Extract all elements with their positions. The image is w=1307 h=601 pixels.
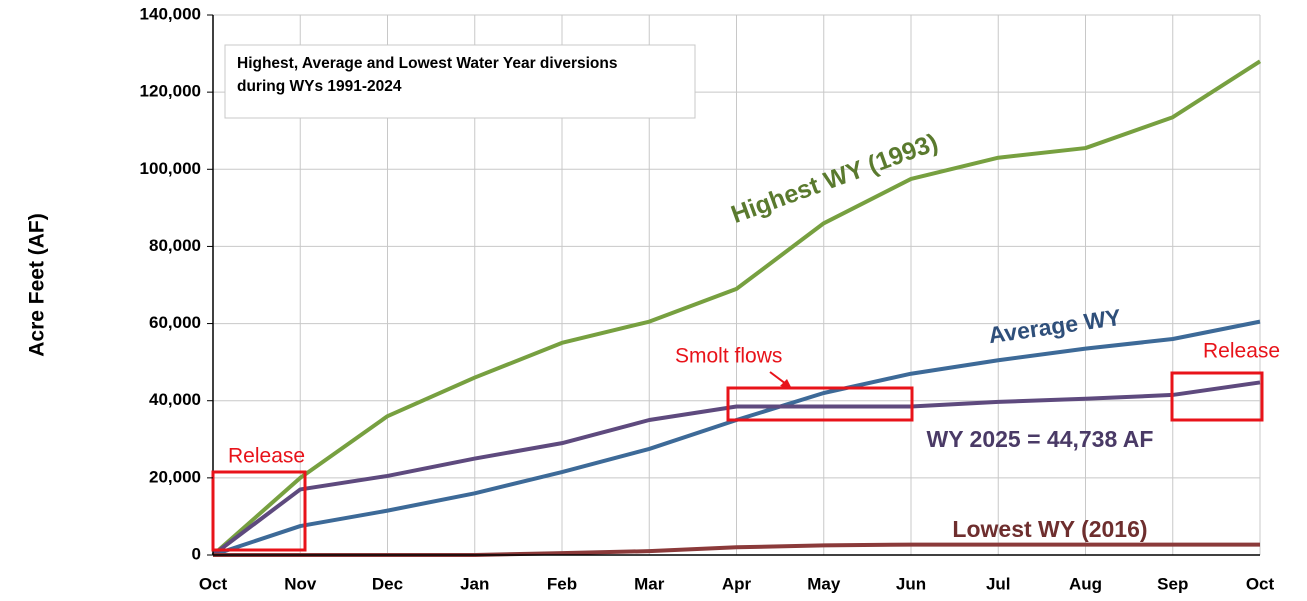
annotation: Smolt flows [675, 345, 782, 368]
x-tick-label: Aug [1069, 574, 1102, 593]
x-tick-label: Oct [199, 574, 228, 593]
x-tick-label: Mar [634, 574, 665, 593]
x-tick-label: May [807, 574, 841, 593]
y-axis-label: Acre Feet (AF) [26, 213, 49, 357]
x-tick-label: Apr [722, 574, 752, 593]
y-tick-label: 80,000 [149, 236, 201, 255]
x-tick-label: Dec [372, 574, 403, 593]
release-box [211, 470, 307, 552]
annotation: Release [228, 445, 305, 468]
x-tick-label: Oct [1246, 574, 1275, 593]
y-tick-label: 40,000 [149, 390, 201, 409]
release-box [1170, 371, 1264, 422]
y-tick-label: 140,000 [140, 4, 201, 23]
x-tick-label: Feb [547, 574, 577, 593]
annotation: Release [1203, 340, 1280, 363]
x-tick-label: Jul [986, 574, 1011, 593]
arrow-head [780, 379, 792, 389]
x-tick-label: Nov [284, 574, 317, 593]
chart-title: Highest, Average and Lowest Water Year d… [237, 55, 618, 95]
y-tick-label: 100,000 [140, 159, 201, 178]
y-tick-label: 20,000 [149, 467, 201, 486]
x-tick-label: Sep [1157, 574, 1188, 593]
smolt-box [726, 386, 914, 422]
x-tick-label: Jun [896, 574, 926, 593]
y-tick-label: 120,000 [140, 82, 201, 101]
series-label: WY 2025 = 44,738 AF [927, 426, 1154, 452]
x-tick-label: Jan [460, 574, 489, 593]
series-label: Average WY [987, 304, 1123, 348]
series-label: Lowest WY (2016) [952, 516, 1147, 542]
arrow [769, 371, 787, 385]
series-line [211, 380, 1261, 557]
y-tick-label: 60,000 [149, 313, 201, 332]
title-wrap: Highest, Average and Lowest Water Year d… [237, 55, 618, 95]
y-tick-label: 0 [192, 544, 201, 563]
series-line [211, 59, 1262, 557]
title-box [224, 44, 696, 119]
